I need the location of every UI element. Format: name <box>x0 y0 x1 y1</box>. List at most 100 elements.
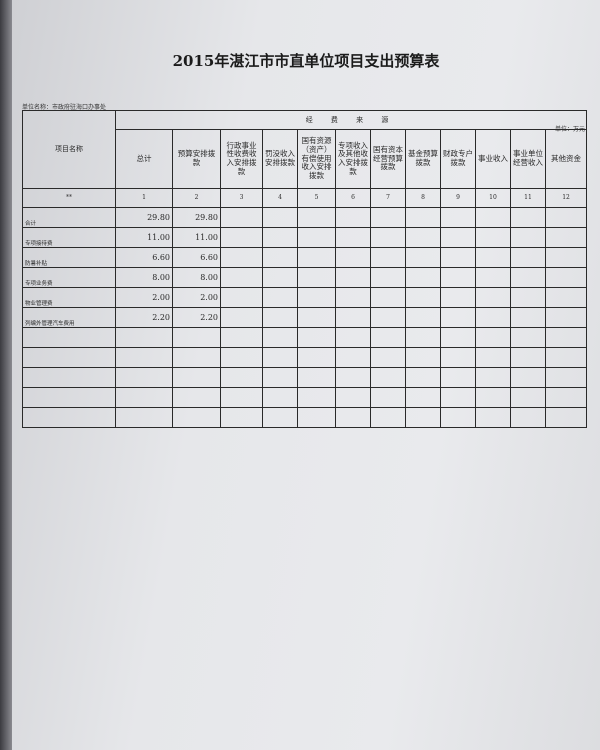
empty-cell <box>22 387 116 408</box>
empty-cell <box>405 207 441 228</box>
empty-cell <box>405 347 441 368</box>
empty-cell <box>220 327 263 348</box>
empty-cell <box>297 367 336 388</box>
column-number: 11 <box>510 188 546 208</box>
empty-cell <box>22 367 116 388</box>
empty-cell <box>115 387 173 408</box>
empty-cell <box>544 387 588 408</box>
empty-cell <box>440 347 476 368</box>
binding-edge <box>0 0 12 750</box>
empty-cell <box>297 247 336 268</box>
total-value: 2.00 <box>115 287 173 308</box>
empty-cell <box>475 287 511 308</box>
empty-cell <box>22 407 116 428</box>
empty-cell <box>440 387 476 408</box>
empty-cell <box>544 407 588 428</box>
empty-cell <box>475 347 511 368</box>
empty-cell <box>405 367 441 388</box>
blank-row <box>22 387 588 408</box>
empty-cell <box>370 307 406 328</box>
column-number: 7 <box>370 188 406 208</box>
column-number: 4 <box>262 188 298 208</box>
total-value: 11.00 <box>115 227 173 248</box>
empty-cell <box>335 207 371 228</box>
budget-value: 8.00 <box>172 267 221 288</box>
table-row: 防暑补贴 6.60 6.60 <box>22 247 588 268</box>
empty-cell <box>370 347 406 368</box>
empty-cell <box>440 267 476 288</box>
empty-cell <box>262 387 298 408</box>
empty-cell <box>220 267 263 288</box>
budget-value: 11.00 <box>172 227 221 248</box>
column-number-row: ** 1 2 3 4 5 6 7 8 9 10 11 12 <box>22 188 588 208</box>
unit-name: 单位名称：市政府驻海口办事处 <box>22 104 107 111</box>
empty-cell <box>297 227 336 248</box>
empty-cell <box>405 307 441 328</box>
total-value: 8.00 <box>115 267 173 288</box>
total-value: 6.60 <box>115 247 173 268</box>
empty-cell <box>220 347 263 368</box>
empty-cell <box>335 267 371 288</box>
empty-cell <box>544 367 588 388</box>
empty-cell <box>475 407 511 428</box>
empty-cell <box>370 387 406 408</box>
empty-cell <box>297 207 336 228</box>
empty-cell <box>405 387 441 408</box>
empty-cell <box>297 287 336 308</box>
empty-cell <box>440 407 476 428</box>
empty-cell <box>370 247 406 268</box>
empty-cell <box>220 307 263 328</box>
empty-cell <box>510 407 546 428</box>
empty-cell <box>544 347 588 368</box>
column-header: 专项收入及其他收入安排拨款 <box>335 129 371 189</box>
empty-cell <box>262 367 298 388</box>
empty-cell <box>220 207 263 228</box>
total-value: 2.20 <box>115 307 173 328</box>
blank-row <box>22 327 588 348</box>
empty-cell <box>22 347 116 368</box>
empty-cell <box>335 227 371 248</box>
empty-cell <box>262 307 298 328</box>
empty-cell <box>510 227 546 248</box>
empty-cell <box>22 327 116 348</box>
column-header: 项目名称 <box>22 110 116 189</box>
empty-cell <box>510 247 546 268</box>
empty-cell <box>440 327 476 348</box>
empty-cell <box>172 327 221 348</box>
source-header-row: 项目名称经 费 来 源 <box>22 110 588 189</box>
column-number: 10 <box>475 188 511 208</box>
column-header: 行政事业性收费收入安排拨款 <box>220 129 263 189</box>
column-number: 2 <box>172 188 221 208</box>
empty-cell <box>115 347 173 368</box>
column-header: 罚没收入安排拨款 <box>262 129 298 189</box>
empty-cell <box>172 347 221 368</box>
empty-cell <box>475 327 511 348</box>
empty-cell <box>262 347 298 368</box>
budget-value: 6.60 <box>172 247 221 268</box>
page-title: 2015年湛江市市直单位项目支出预算表 <box>172 52 440 70</box>
empty-cell <box>115 407 173 428</box>
table-row: 物业管理费 2.00 2.00 <box>22 287 588 308</box>
column-header: 事业收入 <box>475 129 511 189</box>
empty-cell <box>262 247 298 268</box>
column-header: 总计 <box>115 129 173 189</box>
empty-cell <box>510 307 546 328</box>
empty-cell <box>544 207 588 228</box>
empty-cell <box>297 267 336 288</box>
table-row: 列编外管理汽车费用 2.20 2.20 <box>22 307 588 328</box>
empty-cell <box>440 227 476 248</box>
column-header-row: 总计 预算安排拨款 行政事业性收费收入安排拨款 罚没收入安排拨款 国有资源（资产）有偿使… <box>23 129 588 189</box>
empty-cell <box>405 287 441 308</box>
empty-cell <box>335 407 371 428</box>
column-number: 1 <box>115 188 173 208</box>
empty-cell <box>262 207 298 228</box>
empty-cell <box>262 327 298 348</box>
empty-cell <box>475 387 511 408</box>
empty-cell <box>297 407 336 428</box>
empty-cell <box>475 307 511 328</box>
item-name: 专项业务费 <box>22 267 116 288</box>
empty-cell <box>115 367 173 388</box>
empty-cell <box>475 267 511 288</box>
item-name: 列编外管理汽车费用 <box>22 307 116 328</box>
empty-cell <box>475 367 511 388</box>
